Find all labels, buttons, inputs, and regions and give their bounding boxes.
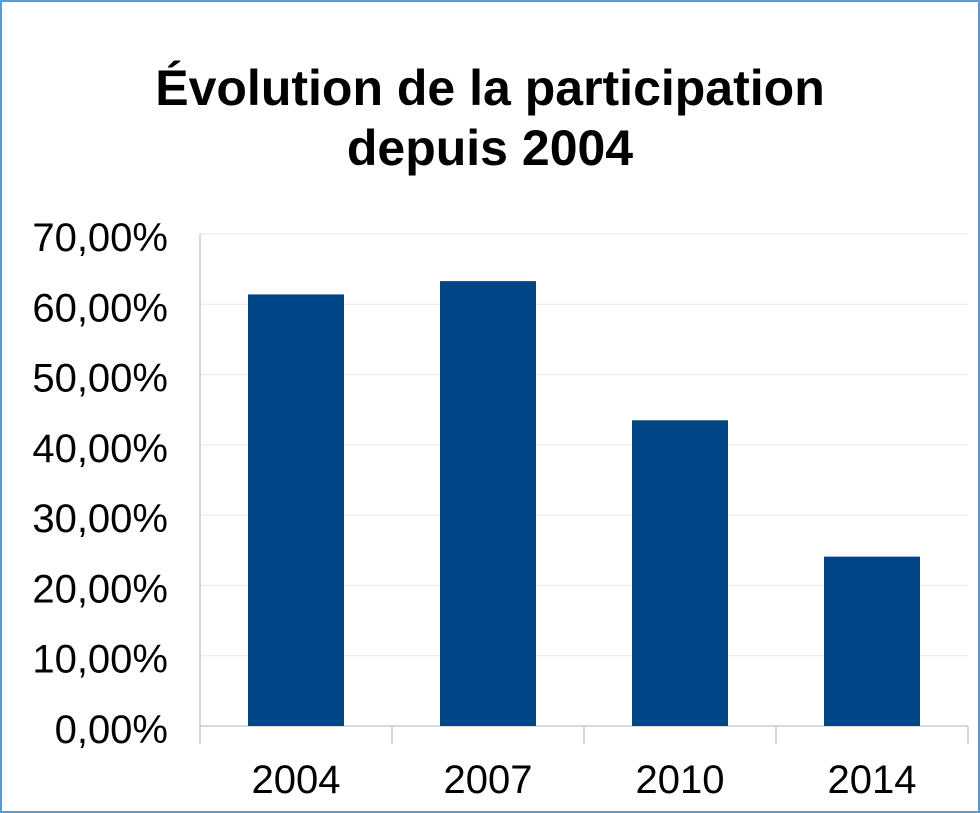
y-tick-label: 0,00% (55, 708, 168, 752)
chart-title-line-1: Évolution de la participation (155, 60, 825, 116)
y-tick-label: 10,00% (32, 638, 168, 682)
chart-title: Évolution de la participation depuis 200… (0, 58, 980, 178)
y-tick-label: 40,00% (32, 427, 168, 471)
y-tick-label: 50,00% (32, 357, 168, 401)
x-tick-label: 2014 (828, 758, 917, 802)
chart-title-line-2: depuis 2004 (346, 120, 634, 176)
y-tick-label: 70,00% (32, 216, 168, 260)
bar-2010 (632, 420, 728, 726)
bar-2014 (824, 556, 920, 726)
x-tick-label: 2004 (252, 758, 341, 802)
bar-2004 (248, 294, 344, 726)
y-tick-label: 60,00% (32, 286, 168, 330)
bar-2007 (440, 281, 536, 726)
y-tick-label: 20,00% (32, 567, 168, 611)
y-tick-label: 30,00% (32, 497, 168, 541)
x-tick-label: 2007 (444, 758, 533, 802)
x-tick-label: 2010 (636, 758, 725, 802)
